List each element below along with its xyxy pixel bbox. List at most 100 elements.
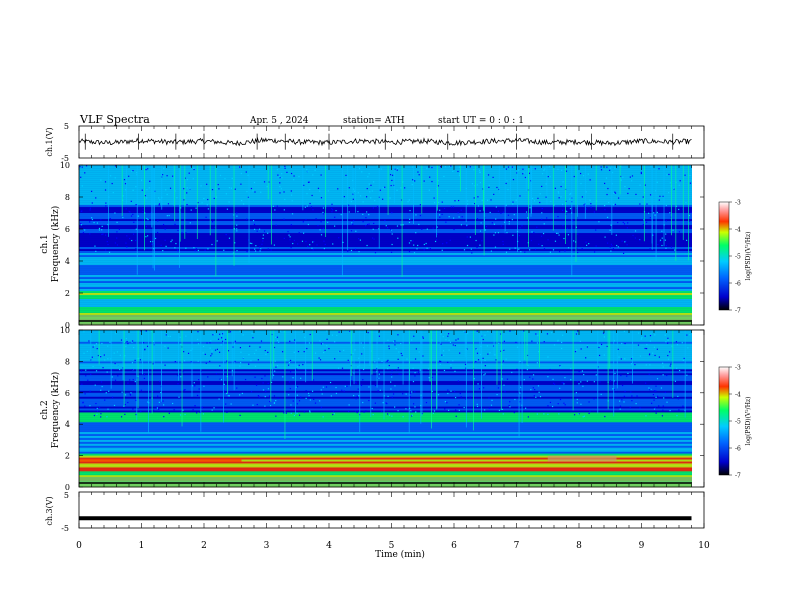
- spectrogram-speckle: [371, 237, 374, 239]
- spectrogram-speckle: [457, 338, 459, 340]
- spectrogram-speckle: [476, 403, 478, 405]
- spectrogram-speckle: [178, 396, 180, 398]
- spectrogram-speckle: [447, 389, 449, 391]
- spectrogram-speckle: [360, 384, 363, 386]
- spectrogram-speckle: [320, 197, 323, 199]
- spectrogram-speckle: [642, 224, 644, 226]
- spectrogram-speckle: [469, 236, 471, 238]
- spectrogram-speckle: [463, 330, 465, 332]
- spectrogram-speckle: [396, 189, 398, 191]
- spectrogram-speckle: [265, 353, 267, 355]
- x-tick-label: 2: [201, 541, 207, 551]
- spectrogram-speckle: [141, 219, 144, 221]
- spectrogram-band: [79, 313, 692, 316]
- spectrogram-speckle: [96, 413, 98, 415]
- spectrogram-speckle: [650, 166, 652, 168]
- spectrogram-speckle: [85, 369, 87, 371]
- spectrogram-speckle: [480, 345, 482, 347]
- spectrogram-speckle: [648, 212, 650, 214]
- spectrogram-speckle: [305, 218, 307, 221]
- spectrogram-band: [79, 331, 692, 335]
- spectrogram-speckle: [209, 347, 211, 349]
- spectrogram-speckle: [111, 376, 113, 378]
- spectrogram-speckle: [634, 230, 637, 232]
- ch2-freq-label-1: ch.2: [40, 400, 50, 419]
- spectrogram-speckle: [132, 233, 135, 235]
- spectrogram-speckle: [142, 342, 145, 344]
- spectrogram-speckle: [348, 248, 350, 250]
- spectrogram-speckle: [288, 361, 290, 364]
- spectrogram-speckle: [313, 240, 315, 243]
- spectrogram-speckle: [609, 380, 612, 382]
- spectrogram-speckle: [497, 387, 500, 389]
- spectrogram-speckle: [518, 248, 520, 250]
- spectrogram-speckle: [126, 340, 128, 343]
- spectrogram-speckle: [578, 383, 580, 385]
- spectrogram-speckle: [664, 239, 667, 241]
- spectrogram-speckle: [639, 407, 641, 409]
- spectrogram-speckle: [278, 176, 280, 178]
- spectrogram-speckle: [545, 196, 547, 198]
- spectrogram-speckle: [666, 374, 668, 377]
- spectrogram-speckle: [353, 394, 355, 397]
- spectrogram-speckle: [176, 249, 178, 251]
- spectrogram-speckle: [351, 222, 353, 224]
- spectrogram-speckle: [682, 359, 684, 361]
- spectrogram-speckle: [109, 341, 111, 343]
- spectrogram-speckle: [466, 244, 469, 247]
- spectrogram-band: [79, 283, 692, 286]
- spectrogram-speckle: [280, 188, 282, 190]
- spectrogram-speckle: [211, 350, 213, 352]
- spectrogram-speckle: [522, 173, 524, 175]
- spectrogram-speckle: [425, 242, 427, 245]
- spectrogram-speckle: [184, 177, 186, 179]
- spectrogram-speckle: [82, 401, 84, 403]
- spectrogram-speckle: [387, 395, 389, 397]
- spectrogram-speckle: [281, 177, 283, 179]
- spectrogram-speckle: [232, 252, 235, 254]
- spectrogram-speckle: [470, 248, 472, 250]
- spectrogram-speckle: [543, 223, 545, 225]
- spectrogram-speckle: [368, 399, 370, 402]
- spectrogram-speckle: [452, 344, 454, 346]
- spectrogram-speckle: [416, 248, 418, 250]
- spectrogram-speckle: [228, 237, 231, 239]
- spectrogram-speckle: [373, 238, 375, 240]
- spectrogram-speckle: [418, 223, 420, 226]
- spectrogram-speckle: [400, 352, 402, 355]
- spectrogram-speckle: [182, 409, 184, 411]
- spectrogram-speckle: [673, 188, 675, 190]
- spectrogram-speckle: [305, 369, 307, 371]
- spectrogram-speckle: [437, 394, 440, 396]
- spectrogram-speckle: [227, 395, 229, 397]
- spectrogram-speckle: [168, 412, 170, 414]
- spectrogram-speckle: [368, 386, 370, 388]
- spectrogram-speckle: [260, 340, 263, 342]
- spectrogram-speckle: [388, 364, 390, 367]
- spectrogram-speckle: [600, 393, 602, 396]
- spectrogram-speckle: [131, 239, 133, 242]
- spectrogram-speckle: [211, 353, 213, 355]
- spectrogram-speckle: [255, 384, 258, 386]
- spectrogram-speckle: [646, 203, 648, 205]
- spectrogram-speckle: [507, 166, 510, 168]
- spectrogram-speckle: [508, 221, 510, 223]
- spectrogram-speckle: [321, 393, 323, 395]
- spectrogram-speckle: [228, 187, 231, 189]
- spectrogram-speckle: [289, 340, 291, 342]
- spectrogram-speckle: [558, 192, 560, 194]
- spectrogram-speckle: [654, 407, 656, 409]
- spectrogram-band: [79, 195, 692, 198]
- spectrogram-speckle: [143, 377, 146, 380]
- spectrogram-speckle: [310, 206, 313, 208]
- spectrogram-speckle: [377, 390, 379, 392]
- spectrogram-speckle: [222, 340, 224, 342]
- spectrogram-speckle: [357, 410, 359, 412]
- spectrogram-speckle: [302, 221, 304, 223]
- spectrogram-speckle: [320, 174, 322, 176]
- spectrogram-speckle: [495, 359, 497, 361]
- spectrogram-speckle: [369, 191, 371, 193]
- spectrogram-speckle: [580, 403, 582, 405]
- spectrogram-speckle: [253, 223, 256, 226]
